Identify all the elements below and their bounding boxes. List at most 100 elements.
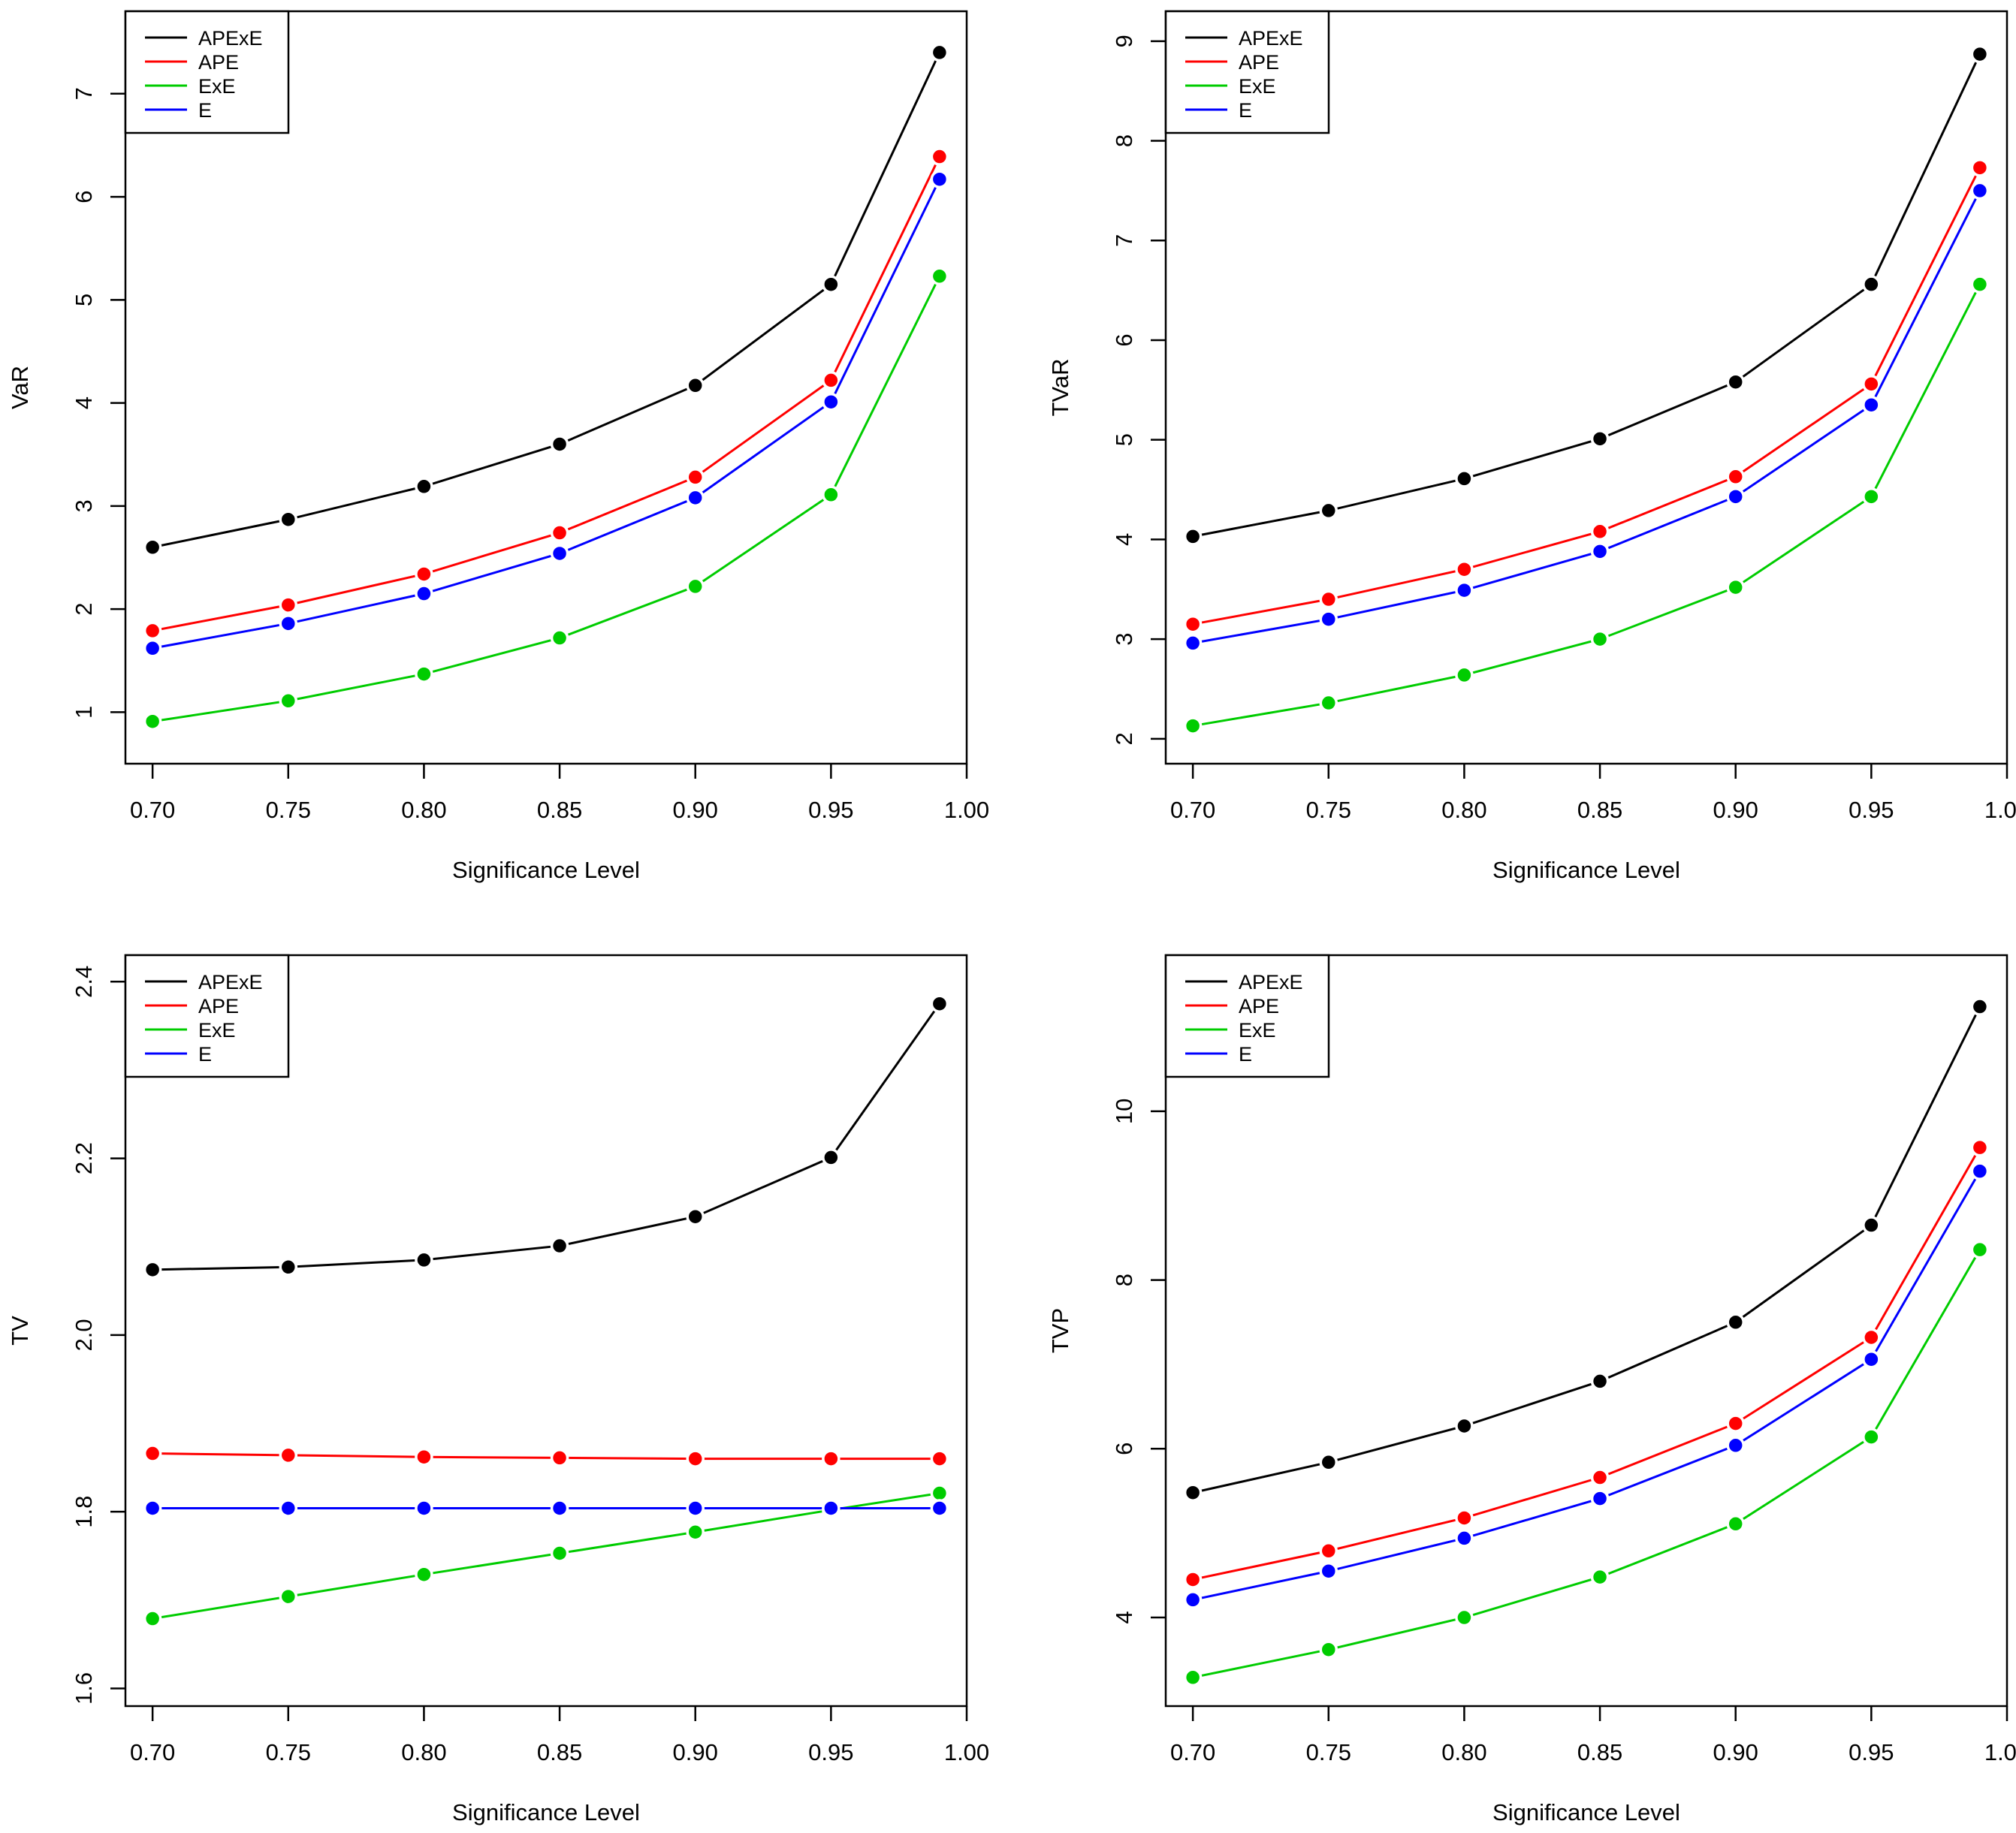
- x-tick-label: 0.95: [1849, 1739, 1894, 1765]
- data-point-exe: [1183, 1668, 1203, 1687]
- legend-label-exe: ExE: [1239, 75, 1276, 98]
- data-point-apexe: [1590, 1372, 1610, 1391]
- data-point-apexe: [143, 1260, 162, 1280]
- data-point-e: [143, 639, 162, 658]
- data-point-e: [1726, 487, 1745, 506]
- x-axis-label: Significance Level: [1492, 1799, 1680, 1825]
- data-point-ape: [1455, 559, 1474, 579]
- data-point-apexe: [1862, 275, 1881, 294]
- x-tick-label: 0.80: [1441, 1739, 1486, 1765]
- x-tick-label: 0.75: [266, 1739, 311, 1765]
- data-point-ape: [279, 595, 298, 614]
- data-point-e: [1183, 1590, 1203, 1609]
- legend-label-ape: APE: [1239, 51, 1279, 74]
- series-line-exe: [152, 1491, 940, 1620]
- data-point-exe: [1183, 716, 1203, 735]
- data-point-exe: [1862, 1428, 1881, 1446]
- x-tick-label: 0.85: [537, 797, 582, 823]
- data-point-ape: [1319, 1542, 1338, 1560]
- y-tick-label: 8: [1111, 134, 1137, 147]
- data-point-e: [1970, 1162, 1990, 1180]
- data-point-apexe: [279, 510, 298, 529]
- series-line-ape: [1192, 1147, 1981, 1581]
- y-tick-label: 7: [1111, 234, 1137, 247]
- x-axis-label: Significance Level: [452, 1799, 640, 1825]
- y-tick-label: 4: [1111, 533, 1137, 546]
- data-point-e: [1970, 181, 1990, 200]
- x-tick-label: 0.85: [1577, 1739, 1622, 1765]
- x-tick-label: 0.70: [130, 797, 175, 823]
- data-point-e: [1590, 1489, 1610, 1508]
- series-line-exe: [1192, 283, 1981, 728]
- data-point-apexe: [279, 1258, 298, 1277]
- x-tick-label: 0.70: [1170, 1739, 1215, 1765]
- x-tick-label: 1.00: [944, 797, 989, 823]
- data-point-ape: [1970, 158, 1990, 177]
- series-line-apexe: [1192, 1005, 1981, 1494]
- y-tick-label: 6: [1111, 333, 1137, 346]
- x-tick-label: 0.80: [401, 797, 446, 823]
- data-point-e: [1862, 395, 1881, 415]
- data-point-e: [550, 1499, 569, 1518]
- data-point-ape: [930, 147, 949, 166]
- data-point-e: [1862, 1349, 1881, 1369]
- y-tick-label: 6: [1111, 1443, 1137, 1455]
- y-tick-label: 10: [1111, 1099, 1137, 1124]
- chart-panel-tv: 0.70 0.75 0.80 0.85 0.90 0.95 1.00 1.6 1.8 2.0 2.2…: [7, 954, 989, 1825]
- data-point-apexe: [1455, 469, 1474, 488]
- data-point-apexe: [1455, 1416, 1474, 1436]
- legend-box: [1164, 954, 1330, 1078]
- data-point-e: [415, 584, 433, 603]
- data-point-exe: [1970, 1240, 1990, 1259]
- data-point-ape: [1319, 589, 1338, 609]
- data-point-exe: [1590, 629, 1610, 649]
- y-axis-label: VaR: [7, 366, 33, 409]
- legend-label-exe: ExE: [1239, 1019, 1276, 1042]
- x-tick-label: 0.90: [673, 797, 718, 823]
- data-point-exe: [415, 1565, 433, 1584]
- data-point-exe: [143, 1609, 162, 1628]
- data-point-apexe: [686, 376, 705, 395]
- y-tick-label: 5: [71, 294, 97, 306]
- data-point-apexe: [1862, 1216, 1881, 1235]
- data-point-apexe: [143, 538, 162, 557]
- data-point-exe: [143, 712, 162, 731]
- y-tick-label: 2.2: [71, 1142, 97, 1174]
- data-point-apexe: [1183, 1483, 1203, 1502]
- legend-label-apexe: APExE: [198, 971, 263, 993]
- data-point-apexe: [930, 43, 949, 62]
- data-point-e: [930, 170, 949, 188]
- x-tick-label: 0.75: [1306, 797, 1351, 823]
- data-point-apexe: [1970, 997, 1990, 1016]
- legend-label-ape: APE: [198, 51, 239, 74]
- x-tick-label: 0.90: [1713, 797, 1758, 823]
- chart-panel-tvp: 0.70 0.75 0.80 0.85 0.90 0.95 1.00 4 6 8 10 Signifi…: [1047, 954, 2016, 1825]
- series-line-exe: [152, 276, 941, 723]
- data-point-exe: [1970, 275, 1990, 294]
- y-tick-label: 7: [71, 87, 97, 100]
- y-tick-label: 2: [71, 602, 97, 615]
- legend-box: [1164, 10, 1330, 134]
- y-tick-label: 3: [71, 499, 97, 512]
- y-tick-label: 4: [71, 396, 97, 409]
- data-point-apexe: [1319, 501, 1338, 520]
- legend-label-e: E: [1239, 99, 1252, 122]
- x-tick-label: 0.80: [1441, 797, 1486, 823]
- x-tick-label: 0.75: [266, 797, 311, 823]
- data-point-apexe: [822, 275, 841, 294]
- data-point-e: [1319, 610, 1338, 629]
- data-point-exe: [550, 629, 569, 647]
- data-point-apexe: [822, 1148, 841, 1167]
- plot-frame: [124, 954, 968, 1708]
- y-axis-label: TV: [7, 1316, 33, 1346]
- data-point-e: [686, 488, 705, 508]
- data-point-e: [1455, 1529, 1474, 1548]
- data-point-ape: [279, 1446, 298, 1465]
- x-tick-label: 1.00: [1984, 797, 2016, 823]
- plot-frame: [1164, 954, 2008, 1708]
- data-point-exe: [279, 692, 298, 710]
- x-tick-label: 0.85: [537, 1739, 582, 1765]
